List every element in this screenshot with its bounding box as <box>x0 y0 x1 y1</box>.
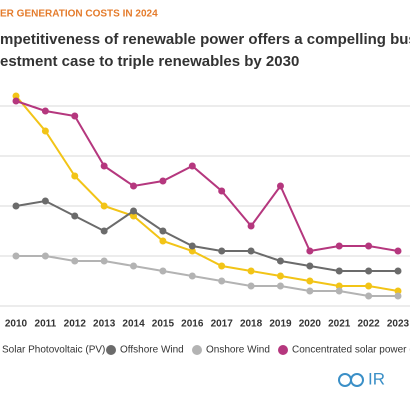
point <box>12 92 20 100</box>
kicker: ER GENERATION COSTS IN 2024 <box>0 9 158 20</box>
x-tick-label: 2011 <box>35 319 57 330</box>
point <box>188 247 196 255</box>
point <box>71 212 79 220</box>
point <box>159 177 167 185</box>
legend-label: Solar Photovoltaic (PV) <box>2 345 105 356</box>
point <box>365 267 373 275</box>
point <box>159 237 167 245</box>
x-tick-label: 2013 <box>93 319 116 330</box>
x-tick-label: 2018 <box>240 319 263 330</box>
x-tick-label: 2015 <box>152 319 175 330</box>
title-line: estment case to triple renewables by 203… <box>0 53 299 70</box>
point <box>12 97 20 105</box>
point <box>394 287 402 295</box>
legend-item: Offshore Wind <box>106 345 184 356</box>
point <box>218 247 226 255</box>
point <box>335 287 343 295</box>
x-tick-label: 2017 <box>211 319 234 330</box>
point <box>12 252 20 260</box>
series-line <box>16 255 398 297</box>
point <box>247 222 255 230</box>
x-tick-label: 2016 <box>181 319 204 330</box>
point <box>41 252 49 260</box>
series-line <box>15 100 399 253</box>
point <box>365 282 373 290</box>
x-tick-label: 2019 <box>269 319 292 330</box>
point <box>159 267 167 275</box>
point <box>247 282 255 290</box>
point <box>71 257 79 265</box>
point <box>335 267 343 275</box>
legend-item: Onshore Wind <box>192 345 270 356</box>
point <box>188 242 196 250</box>
point <box>365 292 373 300</box>
legend-swatch <box>192 345 202 355</box>
legend-label: Offshore Wind <box>120 345 184 356</box>
point <box>394 267 402 275</box>
logo-text: IR <box>368 369 385 388</box>
point <box>276 272 284 280</box>
x-tick-label: 2023 <box>387 319 410 330</box>
point <box>130 212 138 220</box>
point <box>130 207 138 215</box>
point <box>218 262 226 270</box>
logo-ring <box>350 373 364 387</box>
point <box>41 197 49 205</box>
logo: IR <box>338 369 385 388</box>
point <box>306 262 314 270</box>
point <box>276 257 284 265</box>
point <box>41 107 49 115</box>
point <box>218 187 226 195</box>
point <box>130 262 138 270</box>
point <box>394 247 402 255</box>
point <box>12 202 20 210</box>
x-tick-label: 2012 <box>64 319 87 330</box>
point <box>41 127 49 135</box>
point <box>365 242 373 250</box>
point <box>100 162 108 170</box>
legend-label: Onshore Wind <box>206 345 270 356</box>
point <box>130 182 138 190</box>
legend-swatch <box>106 345 116 355</box>
point <box>335 242 343 250</box>
point <box>247 247 255 255</box>
point <box>306 277 314 285</box>
point <box>276 282 284 290</box>
x-tick-label: 2010 <box>5 319 28 330</box>
point <box>159 227 167 235</box>
point <box>71 172 79 180</box>
x-tick-label: 2021 <box>328 319 351 330</box>
point <box>218 277 226 285</box>
title-line: mpetitiveness of renewable power offers … <box>0 31 410 48</box>
point <box>276 182 284 190</box>
legend-item: Solar Photovoltaic (PV) <box>2 345 105 356</box>
point <box>188 162 196 170</box>
point <box>71 112 79 120</box>
series-line <box>15 95 399 292</box>
x-tick-label: 2022 <box>357 319 380 330</box>
legend-label: Concentrated solar power ( <box>292 345 410 356</box>
point <box>247 267 255 275</box>
logo-ring <box>338 373 352 387</box>
point <box>188 272 196 280</box>
x-tick-label: 2014 <box>122 319 145 330</box>
point <box>100 257 108 265</box>
point <box>394 292 402 300</box>
series-line <box>15 199 398 272</box>
legend-item: Concentrated solar power ( <box>278 345 410 356</box>
point <box>100 227 108 235</box>
point <box>100 202 108 210</box>
x-tick-label: 2020 <box>299 319 322 330</box>
point <box>335 282 343 290</box>
point <box>306 287 314 295</box>
point <box>306 247 314 255</box>
legend-swatch <box>278 345 288 355</box>
